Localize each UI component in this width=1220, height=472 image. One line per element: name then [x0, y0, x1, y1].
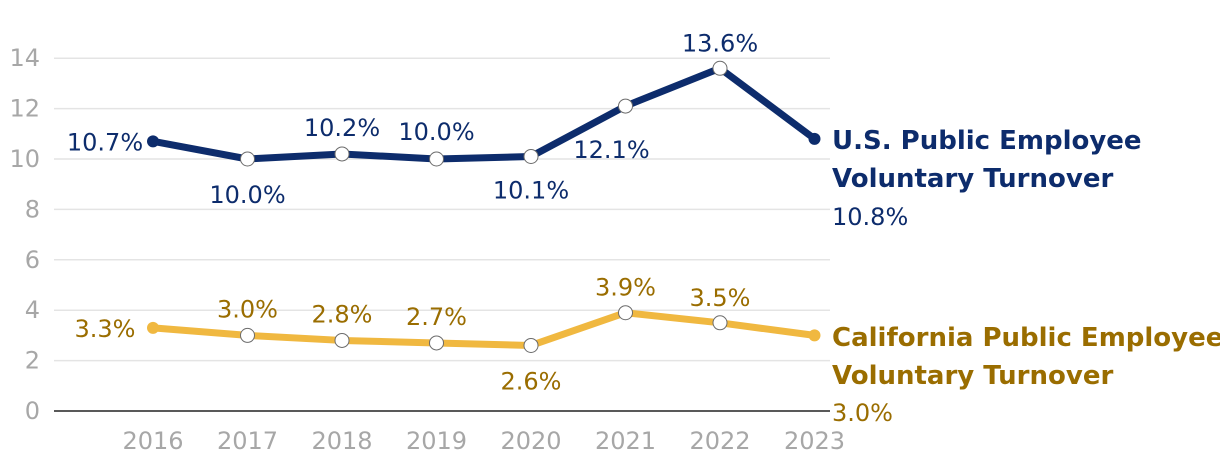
x-tick-2017: 2017 — [217, 427, 278, 455]
y-tick-10: 10 — [9, 145, 40, 173]
end-label-ca: 3.0% — [832, 399, 893, 427]
point-ca-2016 — [147, 321, 159, 334]
data-label-ca-2022: 3.5% — [690, 284, 751, 312]
data-labels: 10.7% 10.0% 10.2% 10.0% 10.1%12.1% 13.6% 3.3% 3… — [67, 29, 758, 395]
data-label-us-2019: 10.0% — [398, 118, 474, 146]
y-axis-ticks: 0 2 4 6 8 10 12 14 — [9, 44, 40, 425]
series-legend: U.S. Public Employee Voluntary Turnover 10… — [832, 126, 1220, 427]
data-label-ca-2021: 3.9% — [595, 274, 656, 302]
y-tick-6: 6 — [25, 246, 40, 274]
end-label-us: 10.8% — [832, 203, 908, 231]
point-ca-2021 — [618, 305, 633, 321]
data-label-ca-2018: 2.8% — [312, 300, 373, 328]
point-ca-2020 — [523, 337, 539, 353]
point-us-2023 — [808, 132, 821, 145]
x-tick-2020: 2020 — [500, 427, 561, 455]
data-label-ca-2017: 3.0% — [217, 295, 278, 323]
data-label-us-2018: 10.2% — [304, 114, 380, 142]
data-label-us-2017: 10.0% — [209, 181, 285, 209]
data-label-ca-2016: 3.3% — [75, 315, 136, 343]
series-line-ca — [149, 309, 818, 349]
legend-us-line1: U.S. Public Employee — [832, 126, 1142, 156]
series-lines — [147, 60, 821, 353]
x-tick-2021: 2021 — [595, 427, 656, 455]
point-us-2019 — [429, 151, 444, 167]
data-label-us-2016: 10.7% — [67, 128, 143, 156]
series-line-us — [149, 64, 818, 163]
point-us-2016 — [147, 135, 159, 148]
point-us-2017 — [240, 151, 255, 167]
point-ca-2018 — [334, 332, 350, 348]
x-tick-2016: 2016 — [122, 427, 183, 455]
y-tick-8: 8 — [25, 195, 40, 223]
data-label-us-2022: 13.6% — [682, 29, 758, 57]
point-ca-2017 — [240, 327, 255, 343]
data-label-ca-2020: 2.6% — [501, 367, 562, 395]
y-tick-2: 2 — [25, 347, 40, 375]
y-tick-0: 0 — [25, 397, 40, 425]
x-tick-2018: 2018 — [311, 427, 372, 455]
gridlines — [54, 57, 830, 412]
legend-us-line2: Voluntary Turnover — [832, 164, 1113, 194]
x-tick-2022: 2022 — [689, 427, 750, 455]
point-us-2022 — [712, 60, 728, 76]
data-label-us-2021: 12.1% — [573, 136, 649, 164]
point-ca-2022 — [712, 315, 728, 331]
point-us-2018 — [334, 146, 350, 162]
y-tick-12: 12 — [9, 95, 40, 123]
legend-ca-line1: California Public Employee — [832, 323, 1220, 353]
x-tick-2019: 2019 — [406, 427, 467, 455]
point-ca-2019 — [429, 335, 444, 351]
point-us-2021 — [618, 98, 633, 114]
point-ca-2023 — [808, 329, 821, 342]
x-tick-2023: 2023 — [784, 427, 845, 455]
point-us-2020 — [523, 148, 539, 164]
data-label-us-2020: 10.1% — [493, 176, 569, 204]
y-tick-14: 14 — [9, 44, 40, 72]
y-tick-4: 4 — [25, 296, 40, 324]
legend-ca-line2: Voluntary Turnover — [832, 361, 1113, 391]
x-axis-ticks: 2016 2017 2018 2019 2020 2021 2022 2023 — [122, 427, 845, 455]
data-label-ca-2019: 2.7% — [406, 303, 467, 331]
